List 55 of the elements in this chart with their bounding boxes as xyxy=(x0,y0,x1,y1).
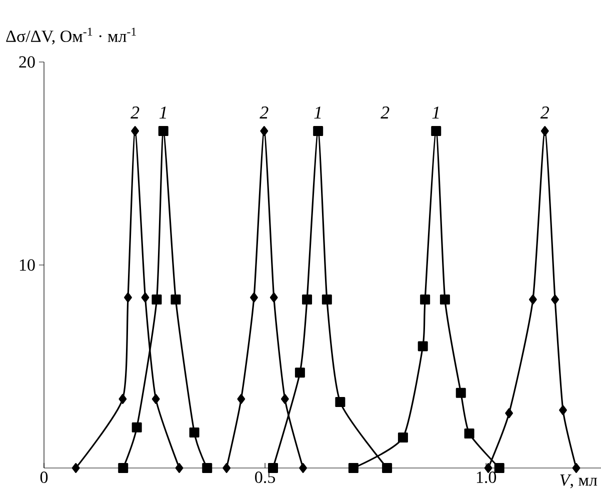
point xyxy=(72,463,80,473)
point xyxy=(494,463,504,473)
point xyxy=(237,394,246,404)
point xyxy=(260,126,268,136)
point xyxy=(280,394,289,404)
x-tick-label: 1.0 xyxy=(476,472,496,484)
point xyxy=(464,428,474,438)
y-tick-label: 20 xyxy=(19,56,35,68)
annotation: 1 xyxy=(160,106,166,118)
point xyxy=(440,294,450,305)
point xyxy=(456,388,466,398)
point xyxy=(294,368,305,378)
point xyxy=(313,126,324,136)
point xyxy=(152,294,162,305)
annotation: 1 xyxy=(432,106,439,118)
point xyxy=(132,422,142,432)
point xyxy=(540,126,549,136)
point xyxy=(222,463,231,473)
point xyxy=(418,341,428,352)
point xyxy=(302,294,312,305)
point xyxy=(572,463,580,473)
point xyxy=(141,292,150,302)
y-axis-title: Δσ/ΔV, Ом$^{-1}$ · мл$^{-1}$ xyxy=(6,28,136,44)
point xyxy=(299,463,308,473)
point xyxy=(528,294,537,305)
x-axis-title: V, мл xyxy=(560,474,598,488)
annotation: 2 xyxy=(540,106,549,118)
annotation: 1 xyxy=(314,106,321,118)
point xyxy=(189,427,200,438)
point xyxy=(170,294,181,305)
point xyxy=(322,294,332,305)
annotation: 2 xyxy=(260,106,268,118)
point xyxy=(398,432,408,443)
point xyxy=(382,463,392,473)
annotation: 2 xyxy=(130,106,140,118)
y-tick-label: 10 xyxy=(20,259,35,271)
point xyxy=(202,463,212,473)
point xyxy=(551,294,559,305)
point xyxy=(118,463,128,473)
point xyxy=(175,463,184,473)
point xyxy=(124,292,132,302)
point xyxy=(270,292,278,302)
point xyxy=(431,126,442,136)
point xyxy=(348,463,358,473)
point xyxy=(118,394,127,404)
point xyxy=(505,408,514,418)
annotation: 2 xyxy=(380,106,390,118)
point xyxy=(335,397,346,408)
point xyxy=(158,126,168,136)
point xyxy=(559,405,567,416)
x-tick-label: 0 xyxy=(40,472,48,484)
point xyxy=(131,126,140,136)
point xyxy=(250,292,258,302)
point xyxy=(420,294,430,305)
point xyxy=(152,394,160,404)
